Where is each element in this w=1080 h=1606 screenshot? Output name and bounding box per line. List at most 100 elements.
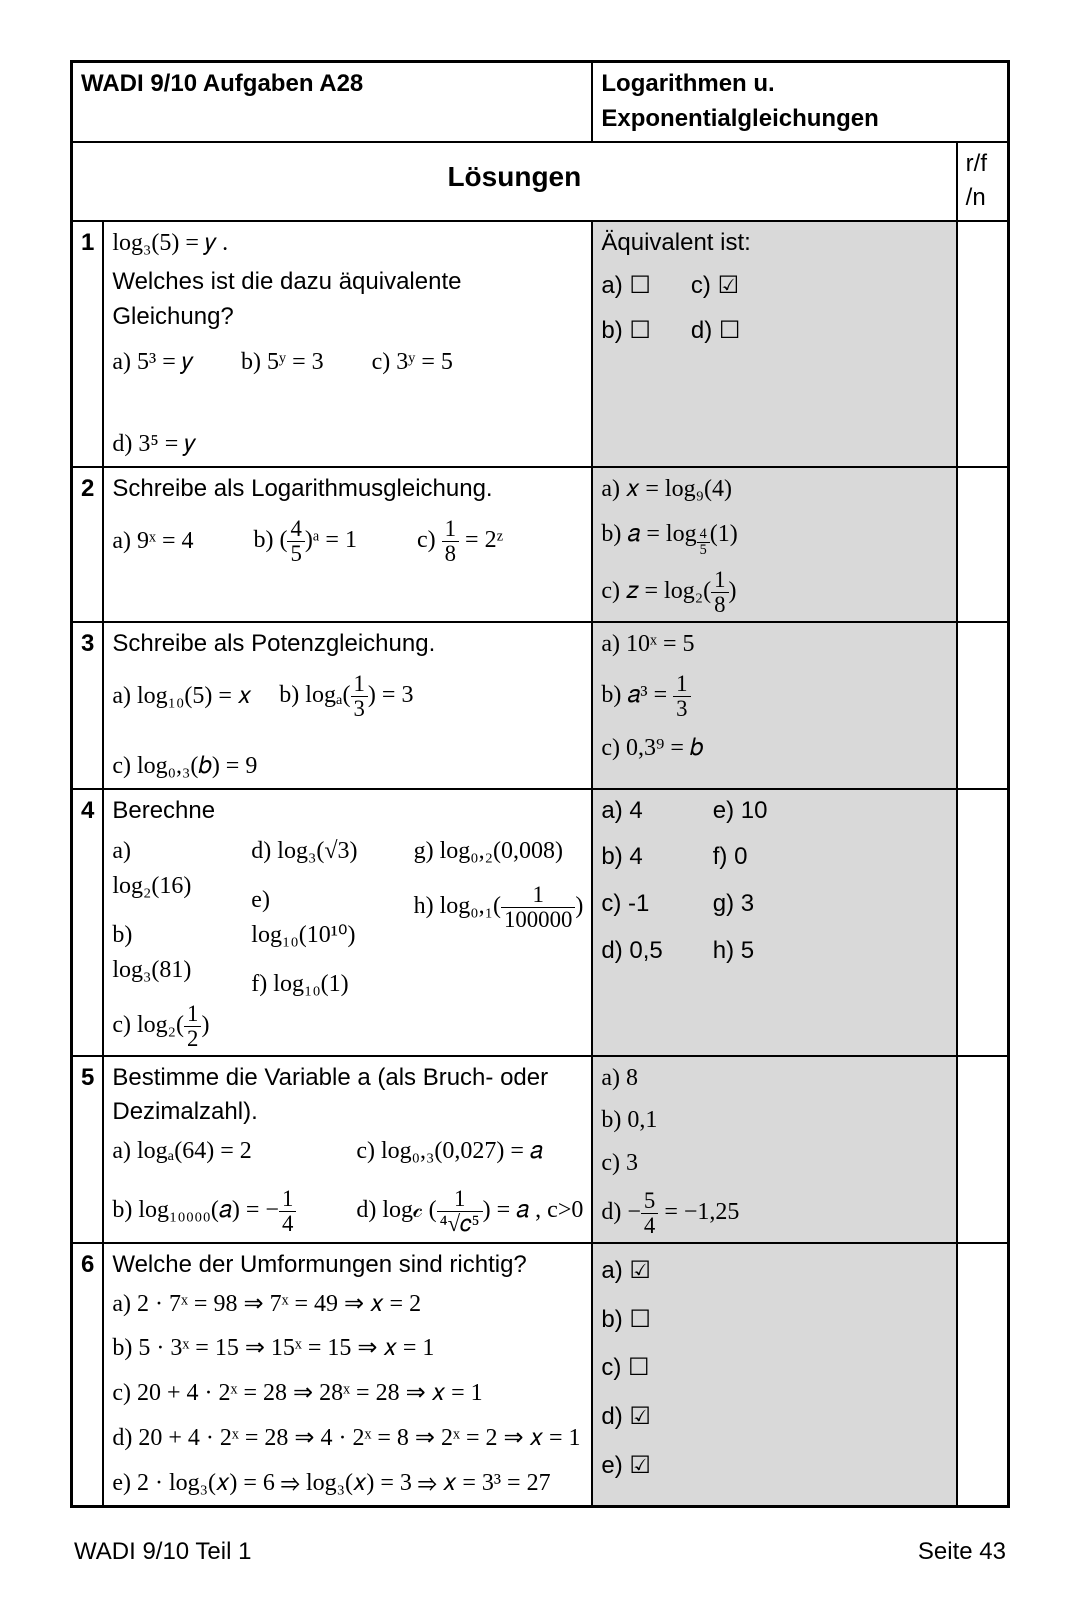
ans3-c: c) 0,3⁹ = 𝑏 xyxy=(601,731,947,766)
ans4-f: f) 0 xyxy=(713,840,768,875)
row5-answer: a) 8 b) 0,1 c) 3 d) −54 = −1,25 xyxy=(592,1056,956,1243)
q5-d: d) log𝒸 (1⁴√𝑐⁵) = 𝑎 , c>0 xyxy=(356,1187,583,1236)
ans6-a: a) ☑ xyxy=(601,1254,947,1289)
q3-a: a) log₁₀(5) = 𝑥 xyxy=(112,679,251,714)
q4-c: c) log₂(12) xyxy=(112,1002,215,1051)
q1-opt-b: b) 5ʸ = 3 xyxy=(241,345,324,380)
ans2-a: a) 𝑥 = log₉(4) xyxy=(601,472,947,507)
ans1-b: b) ☐ xyxy=(601,314,651,349)
ans4-b: b) 4 xyxy=(601,840,662,875)
row5-rf xyxy=(957,1056,1009,1243)
row4-question: Berechne a) log₂(16) b) log₃(81) c) log₂… xyxy=(103,789,592,1056)
q6-e: e) 2 · log₃(𝑥) = 6 ⇒ log₃(𝑥) = 3 ⇒ 𝑥 = 3… xyxy=(112,1466,583,1501)
q3-c: c) log₀,₃(𝑏) = 9 xyxy=(112,749,257,784)
q2-a: a) 9ˣ = 4 xyxy=(112,524,193,559)
q1-opt-d: d) 3⁵ = 𝑦 xyxy=(112,427,195,462)
q6-a: a) 2 · 7ˣ = 98 ⇒ 7ˣ = 49 ⇒ 𝑥 = 2 xyxy=(112,1287,583,1322)
row1-question: log₃(5) = 𝑦 . Welches ist die dazu äquiv… xyxy=(103,221,592,467)
q2-c: c) 18 = 2ᶻ xyxy=(417,517,503,566)
ans6-c: c) ☐ xyxy=(601,1351,947,1386)
row6-answer: a) ☑ b) ☐ c) ☐ d) ☑ e) ☑ xyxy=(592,1243,956,1506)
q5-b: b) log₁₀₀₀₀(𝑎) = −14 xyxy=(112,1187,296,1236)
main-table: WADI 9/10 Aufgaben A28 Logarithmen u. Ex… xyxy=(70,60,1010,1508)
row-4: 4 Berechne a) log₂(16) b) log₃(81) c) lo… xyxy=(72,789,1009,1056)
ans5-c: c) 3 xyxy=(601,1146,947,1181)
q4-title: Berechne xyxy=(112,794,583,829)
ans2-b: b) 𝑎 = log45(1) xyxy=(601,517,947,558)
row2-question: Schreibe als Logarithmusgleichung. a) 9ˣ… xyxy=(103,467,592,622)
q4-b: b) log₃(81) xyxy=(112,918,215,988)
header-row: WADI 9/10 Aufgaben A28 Logarithmen u. Ex… xyxy=(72,62,1009,142)
q5-a: a) logₐ(64) = 2 xyxy=(112,1134,296,1169)
row3-rf xyxy=(957,622,1009,788)
ans3-b: b) 𝑎³ = 13 xyxy=(601,672,947,721)
q6-c: c) 20 + 4 · 2ˣ = 28 ⇒ 28ˣ = 28 ⇒ 𝑥 = 1 xyxy=(112,1376,583,1411)
row-num: 2 xyxy=(72,467,104,622)
q5-title: Bestimme die Variable a (als Bruch- oder… xyxy=(112,1061,583,1131)
ans1-title: Äquivalent ist: xyxy=(601,226,947,261)
q3-title: Schreibe als Potenzgleichung. xyxy=(112,627,583,662)
q3-options: a) log₁₀(5) = 𝑥 b) logₐ(13) = 3 c) log₀,… xyxy=(112,672,583,784)
ans4-h: h) 5 xyxy=(713,934,768,969)
ans1-c: c) ☑ xyxy=(691,269,741,304)
ans6-b: b) ☐ xyxy=(601,1303,947,1338)
q1-opt-a: a) 5³ = 𝑦 xyxy=(112,345,193,380)
q2-options: a) 9ˣ = 4 b) (45)ᵃ = 1 c) 18 = 2ᶻ xyxy=(112,517,583,566)
q2-title: Schreibe als Logarithmusgleichung. xyxy=(112,472,583,507)
q1-line1: log₃(5) = 𝑦 . xyxy=(112,230,228,256)
ans1-a: a) ☐ xyxy=(601,269,651,304)
ans5-b: b) 0,1 xyxy=(601,1103,947,1138)
worksheet-page: WADI 9/10 Aufgaben A28 Logarithmen u. Ex… xyxy=(0,0,1080,1606)
q2-b: b) (45)ᵃ = 1 xyxy=(253,517,356,566)
row-3: 3 Schreibe als Potenzgleichung. a) log₁₀… xyxy=(72,622,1009,788)
row6-rf xyxy=(957,1243,1009,1506)
q4-f: f) log₁₀(1) xyxy=(251,967,377,1002)
ans6-e: e) ☑ xyxy=(601,1449,947,1484)
subtitle-row: Lösungen r/f /n xyxy=(72,142,1009,222)
row2-rf xyxy=(957,467,1009,622)
q1-line2: Welches ist die dazu äquivalente Gleichu… xyxy=(112,265,583,335)
row-6: 6 Welche der Umformungen sind richtig? a… xyxy=(72,1243,1009,1506)
ans4-a: a) 4 xyxy=(601,794,662,829)
footer: WADI 9/10 Teil 1 Seite 43 xyxy=(70,1538,1010,1566)
ans3-a: a) 10ˣ = 5 xyxy=(601,627,947,662)
q4-options: a) log₂(16) b) log₃(81) c) log₂(12) d) l… xyxy=(112,834,583,1050)
row-num: 6 xyxy=(72,1243,104,1506)
q6-d: d) 20 + 4 · 2ˣ = 28 ⇒ 4 · 2ˣ = 8 ⇒ 2ˣ = … xyxy=(112,1421,583,1456)
footer-right: Seite 43 xyxy=(918,1538,1006,1566)
q4-a: a) log₂(16) xyxy=(112,834,215,904)
ans4-c: c) -1 xyxy=(601,887,662,922)
row-num: 3 xyxy=(72,622,104,788)
q4-g: g) log₀,₂(0,008) xyxy=(414,834,584,869)
q4-h: h) log₀,₁(1100000) xyxy=(414,883,584,932)
footer-left: WADI 9/10 Teil 1 xyxy=(74,1538,251,1566)
ans5-d: d) −54 = −1,25 xyxy=(601,1189,947,1238)
q1-options: a) 5³ = 𝑦 b) 5ʸ = 3 c) 3ʸ = 5 d) 3⁵ = 𝑦 xyxy=(112,345,583,463)
q5-options: a) logₐ(64) = 2 b) log₁₀₀₀₀(𝑎) = −14 c) … xyxy=(112,1134,583,1236)
q4-e: e) log₁₀(10¹⁰) xyxy=(251,883,377,953)
row-num: 5 xyxy=(72,1056,104,1243)
row1-rf xyxy=(957,221,1009,467)
row4-rf xyxy=(957,789,1009,1056)
row4-answer: a) 4 b) 4 c) -1 d) 0,5 e) 10 f) 0 g) 3 h… xyxy=(592,789,956,1056)
row6-question: Welche der Umformungen sind richtig? a) … xyxy=(103,1243,592,1506)
row-num: 4 xyxy=(72,789,104,1056)
q4-d: d) log₃(√3) xyxy=(251,834,377,869)
row-2: 2 Schreibe als Logarithmusgleichung. a) … xyxy=(72,467,1009,622)
ans4-d: d) 0,5 xyxy=(601,934,662,969)
row-5: 5 Bestimme die Variable a (als Bruch- od… xyxy=(72,1056,1009,1243)
row1-answer: Äquivalent ist: a) ☐ b) ☐ c) ☑ d) ☐ xyxy=(592,221,956,467)
ans4-e: e) 10 xyxy=(713,794,768,829)
q1-opt-c: c) 3ʸ = 5 xyxy=(372,345,453,380)
subtitle: Lösungen xyxy=(72,142,957,222)
header-right: Logarithmen u. Exponentialgleichungen xyxy=(592,62,1008,142)
ans6-d: d) ☑ xyxy=(601,1400,947,1435)
q3-b: b) logₐ(13) = 3 xyxy=(279,672,413,721)
row2-answer: a) 𝑥 = log₉(4) b) 𝑎 = log45(1) c) 𝑧 = lo… xyxy=(592,467,956,622)
row5-question: Bestimme die Variable a (als Bruch- oder… xyxy=(103,1056,592,1243)
header-left: WADI 9/10 Aufgaben A28 xyxy=(72,62,593,142)
q5-c: c) log₀,₃(0,027) = 𝑎 xyxy=(356,1134,583,1169)
row3-question: Schreibe als Potenzgleichung. a) log₁₀(5… xyxy=(103,622,592,788)
q6-b: b) 5 · 3ˣ = 15 ⇒ 15ˣ = 15 ⇒ 𝑥 = 1 xyxy=(112,1331,583,1366)
ans1-d: d) ☐ xyxy=(691,314,741,349)
